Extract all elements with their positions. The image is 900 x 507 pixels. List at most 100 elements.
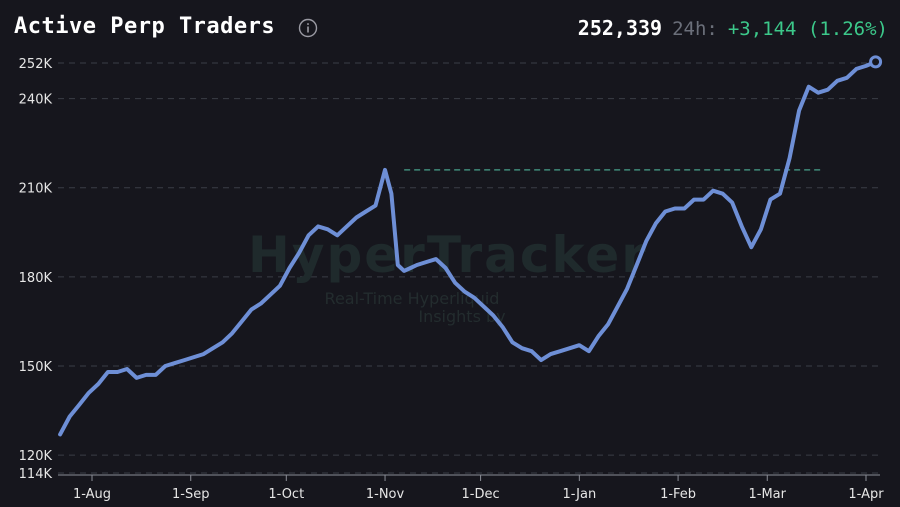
data-point [259, 302, 262, 305]
data-point [798, 109, 801, 112]
y-tick-label: 150K [19, 360, 53, 375]
period-label: 24h: [672, 18, 718, 40]
data-point [307, 234, 310, 237]
data-point [87, 391, 90, 394]
data-point [587, 350, 590, 353]
data-point [645, 240, 648, 243]
data-point [202, 353, 205, 356]
series-layer [58, 55, 883, 437]
data-point [673, 207, 676, 210]
data-point [454, 281, 457, 284]
data-point [154, 373, 157, 376]
info-icon[interactable] [298, 18, 318, 38]
data-point [845, 76, 848, 79]
data-point [326, 228, 329, 231]
stats-summary: 252,339 24h: +3,144 (1.26%) [578, 16, 888, 40]
y-tick-label: 252K [19, 57, 53, 72]
data-point [482, 305, 485, 308]
data-point [616, 305, 619, 308]
data-point [731, 201, 734, 204]
x-tick-label: 1-Sep [172, 487, 209, 502]
data-point [298, 252, 301, 255]
data-point [769, 198, 772, 201]
data-point [855, 67, 858, 70]
data-point [635, 264, 638, 267]
data-point [126, 368, 129, 371]
data-point [664, 210, 667, 213]
watermark-tagline-2: Insights by [418, 307, 505, 326]
data-point [68, 415, 71, 418]
x-tick-label: 1-Mar [749, 487, 787, 502]
current-value: 252,339 [577, 16, 663, 40]
data-point [559, 350, 562, 353]
y-tick-label: 180K [19, 271, 53, 286]
data-point [693, 198, 696, 201]
data-point [501, 326, 504, 329]
last-point-marker[interactable] [869, 55, 883, 69]
data-point [826, 88, 829, 91]
data-point [221, 341, 224, 344]
data-point [106, 371, 109, 374]
data-point [288, 267, 291, 270]
data-point [355, 216, 358, 219]
data-point [374, 204, 377, 207]
data-point [597, 335, 600, 338]
data-point [183, 359, 186, 362]
data-point [578, 344, 581, 347]
data-point [409, 267, 412, 270]
data-point [59, 433, 62, 436]
data-point [164, 365, 167, 368]
data-point [568, 347, 571, 350]
data-point [549, 353, 552, 356]
data-point [364, 210, 367, 213]
data-point [400, 267, 403, 270]
x-tick-label: 1-Jan [562, 487, 596, 502]
y-tick-label: 240K [19, 93, 53, 108]
data-point [384, 168, 387, 171]
x-tick-label: 1-Apr [848, 487, 884, 502]
data-point [145, 373, 148, 376]
data-point [97, 382, 100, 385]
data-point [415, 264, 418, 267]
data-point [626, 287, 629, 290]
y-tick-label: 114K [19, 467, 53, 482]
data-point [530, 350, 533, 353]
data-point [836, 79, 839, 82]
data-point [192, 356, 195, 359]
data-point [240, 320, 243, 323]
data-point [540, 359, 543, 362]
grid-layer [58, 62, 880, 474]
watermark: HyperTracker Real-Time Hyperliquid Insig… [248, 226, 648, 326]
data-point [425, 261, 428, 264]
y-tick-label: 210K [19, 182, 53, 197]
data-point [345, 225, 348, 228]
data-point [403, 269, 406, 272]
data-point [78, 403, 81, 406]
data-point [444, 267, 447, 270]
data-point [721, 192, 724, 195]
data-point [511, 341, 514, 344]
data-point [759, 228, 762, 231]
data-point [607, 323, 610, 326]
series-line [58, 59, 878, 437]
data-point [750, 246, 753, 249]
data-point [435, 258, 438, 261]
data-point [336, 234, 339, 237]
watermark-brand: HyperTracker [248, 226, 648, 284]
x-tick-label: 1-Nov [366, 487, 405, 502]
data-point [173, 362, 176, 365]
x-tick-label: 1-Aug [73, 487, 111, 502]
data-point [116, 371, 119, 374]
data-point [712, 189, 715, 192]
data-point [521, 347, 524, 350]
chart-header: Active Perp Traders 252,339 24h: +3,144 … [0, 0, 900, 60]
data-point [317, 225, 320, 228]
data-point [807, 85, 810, 88]
x-tick-label: 1-Oct [268, 487, 304, 502]
data-point [463, 290, 466, 293]
axis-layer: 252K 240K 210K 180K 150K 120K 114K 1-Aug 1-Sep 1-… [19, 57, 885, 502]
data-point [865, 64, 868, 67]
chart-title: Active Perp Traders [14, 14, 276, 39]
data-point [473, 296, 476, 299]
